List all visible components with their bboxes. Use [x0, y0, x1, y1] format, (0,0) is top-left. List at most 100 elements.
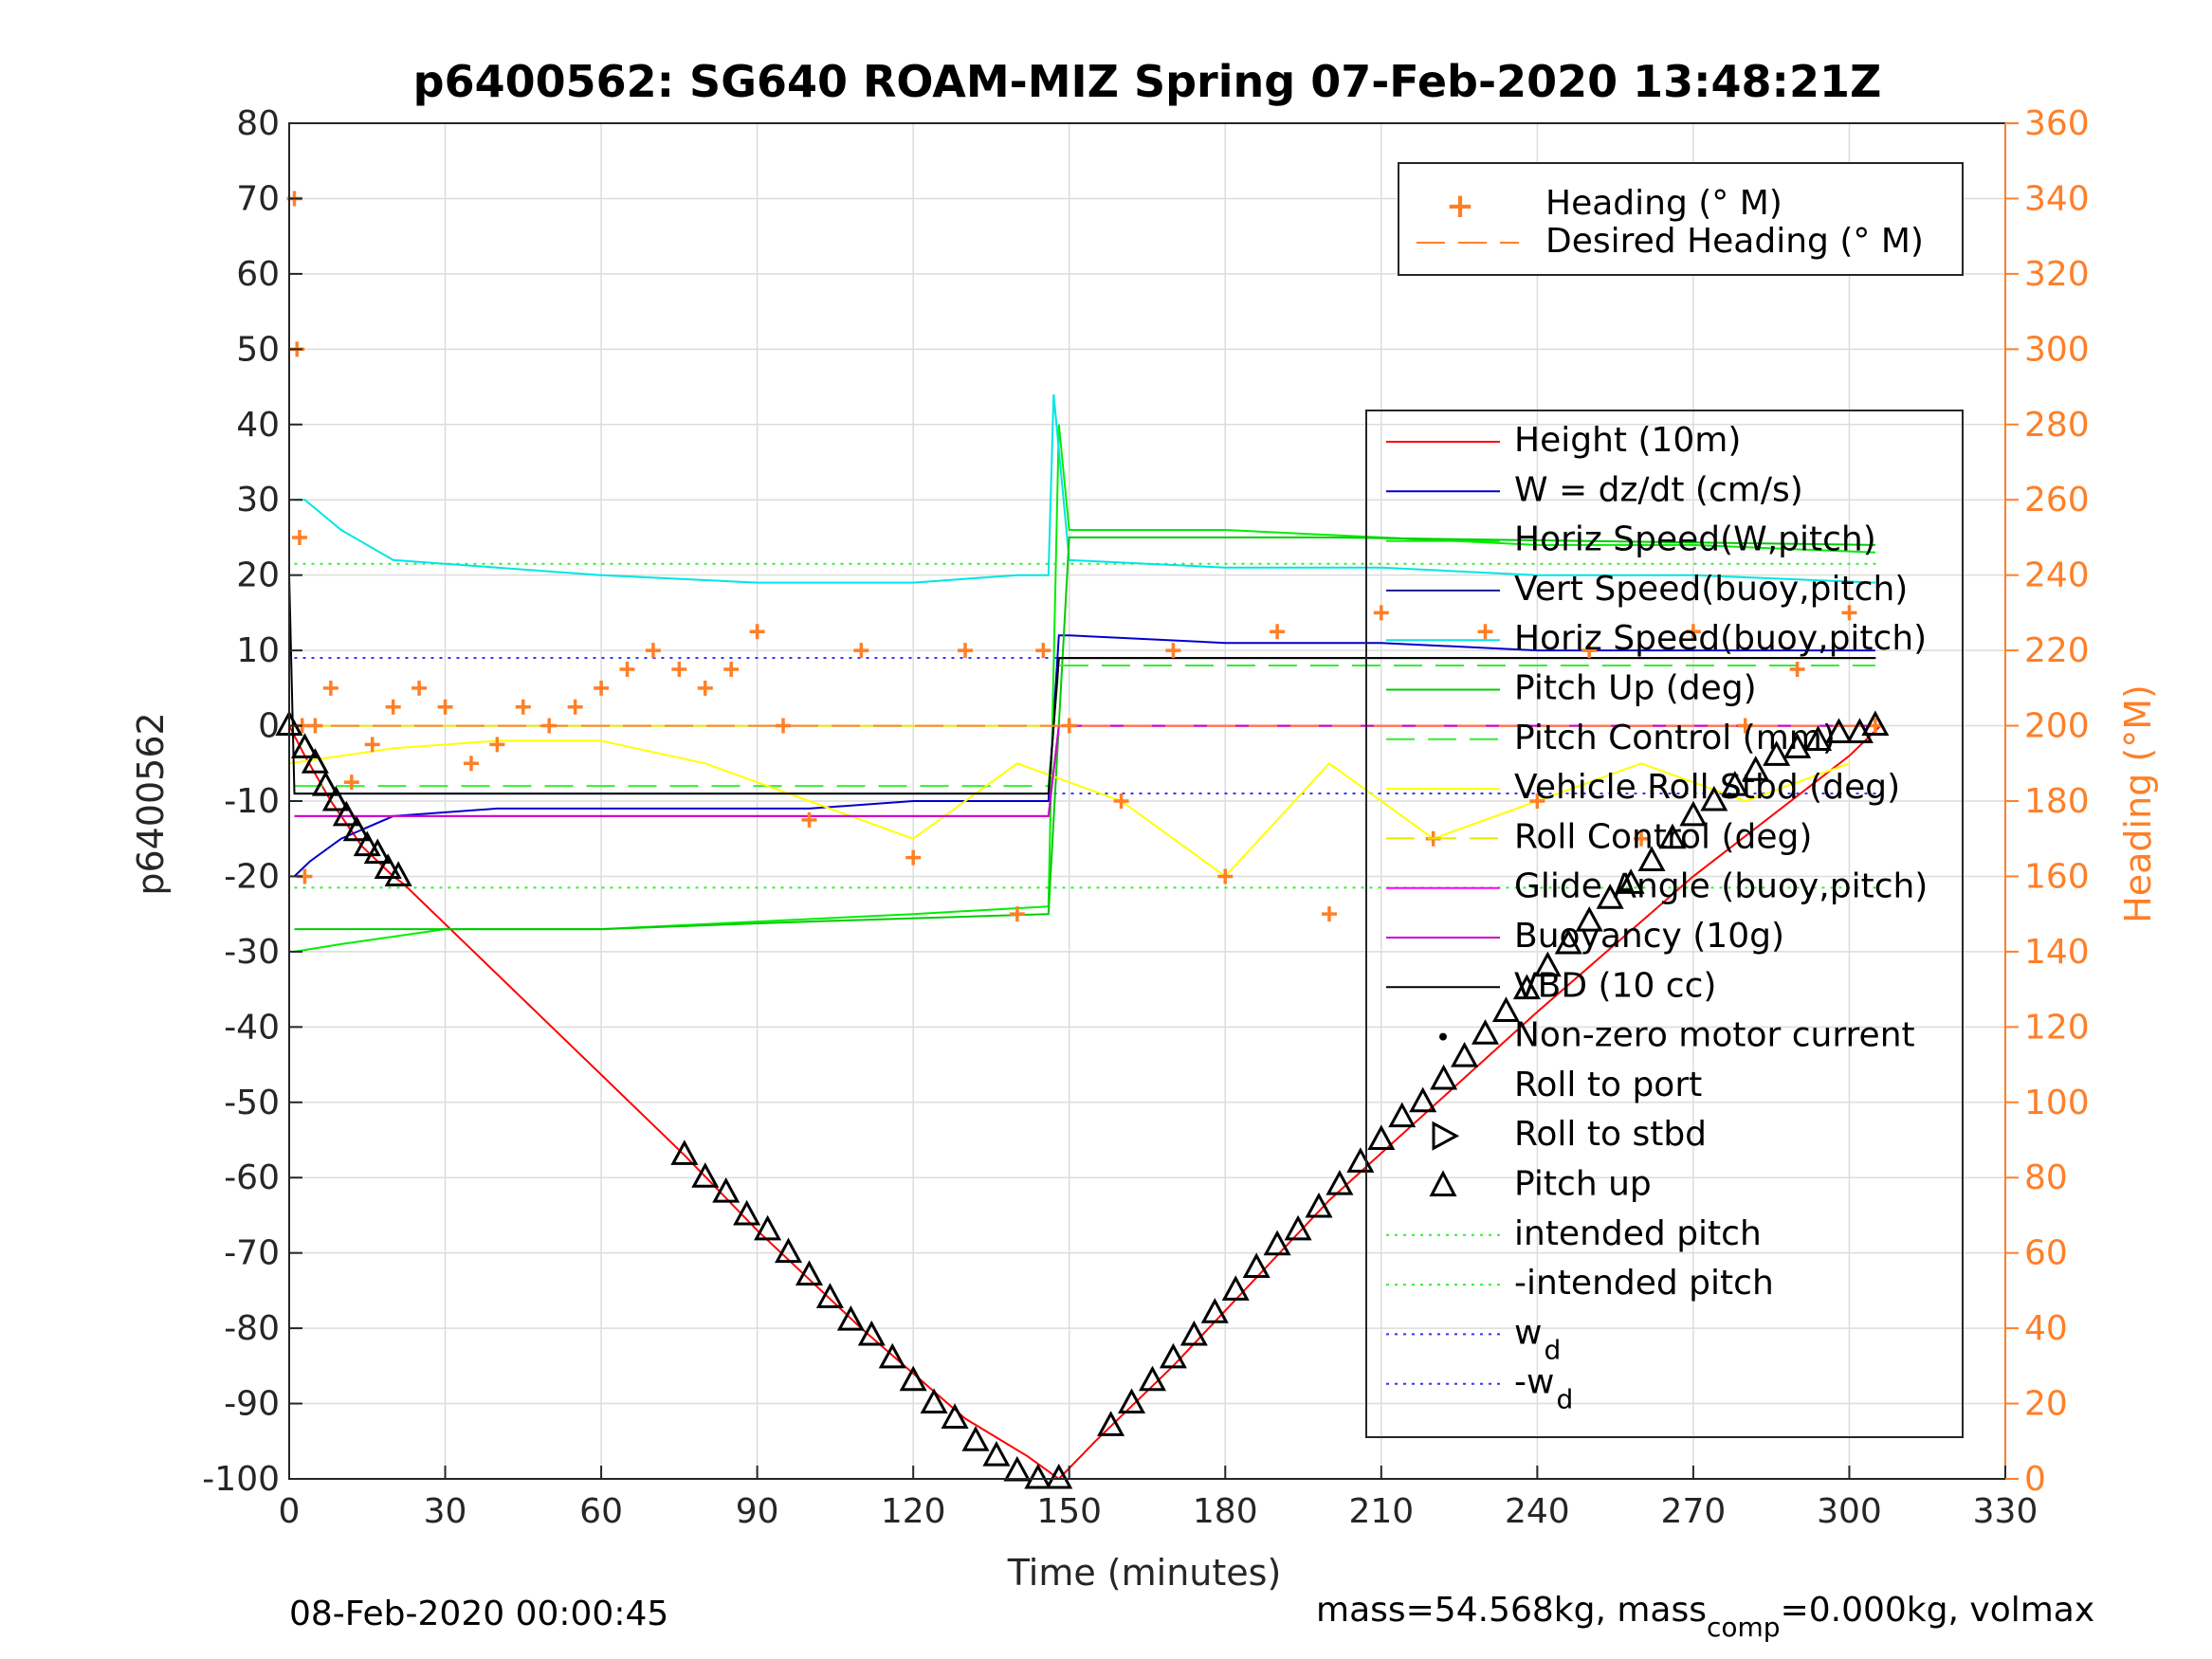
heading-point [1373, 605, 1389, 621]
y2-tick-label: 360 [2024, 104, 2090, 143]
heading-point [343, 775, 359, 791]
pitch-up-marker [1305, 1192, 1333, 1218]
pitch-up-marker [1658, 823, 1687, 849]
y-tick-label: 60 [236, 255, 280, 294]
footer-mass-suffix: =0.000kg, volmax [1781, 1591, 2095, 1630]
pitch-up-marker [1221, 1275, 1250, 1301]
heading-point [1477, 624, 1493, 640]
x-tick-label: 210 [1348, 1492, 1414, 1531]
pitch-up-marker [1388, 1102, 1417, 1128]
heading-point [619, 661, 635, 677]
pitch-up-marker [321, 785, 350, 811]
y2-tick-label: 160 [2024, 857, 2090, 896]
pitch-up-marker [1700, 785, 1728, 811]
pitch-up-marker [1471, 1019, 1500, 1045]
pitch-up-marker [1430, 1064, 1458, 1090]
y-tick-label: -60 [224, 1158, 280, 1197]
pitch-up-marker [1284, 1214, 1312, 1241]
legend-entry-label: W = dz/dt (cm/s) [1514, 470, 1803, 509]
heading-point [322, 680, 338, 696]
pitch-up-marker [1263, 1230, 1291, 1256]
heading-point [463, 756, 479, 772]
heading-layer [286, 191, 1883, 922]
footer-timestamp: 08-Feb-2020 00:00:45 [289, 1595, 668, 1633]
pitch-up-marker [961, 1426, 990, 1451]
pitch-up-marker [982, 1441, 1011, 1467]
series-line [294, 393, 1875, 584]
heading-point [905, 849, 922, 866]
y2-tick-label: 40 [2024, 1309, 2068, 1348]
heading-point [307, 718, 323, 734]
heading-point [645, 643, 661, 659]
ticks: 0 30 60 90 120 150 180 210 240 270 300 330807060504… [202, 104, 2089, 1531]
series-line [288, 739, 1850, 878]
y2-axis-label: Heading (°M) [2117, 684, 2159, 923]
pitch-up-marker [1783, 733, 1812, 758]
y2-tick-label: 80 [2024, 1158, 2068, 1197]
heading-point [291, 529, 307, 545]
pitch-up-marker [1024, 1463, 1052, 1489]
pitch-up-marker [1804, 725, 1833, 751]
pitch-up-marker [1512, 974, 1541, 1000]
legend-lower-box [1365, 410, 1964, 1438]
pitch-up-marker [670, 1139, 699, 1165]
heading-point [489, 737, 505, 753]
legend-heading-plus-icon: + [1446, 187, 1474, 226]
legend-entry-label: Pitch Control (mm) [1514, 719, 1836, 757]
heading-point [1165, 643, 1181, 659]
pitch-up-marker [1617, 868, 1645, 894]
heading-point [1270, 624, 1286, 640]
heading-point [411, 680, 428, 696]
pitch-up-marker [1575, 905, 1603, 932]
pitch-up-marker [754, 1214, 782, 1241]
legend-entry-label: VBD (10 cc) [1514, 966, 1716, 1005]
y2-tick-label: 180 [2024, 782, 2090, 821]
x-tick-label: 60 [579, 1492, 623, 1531]
pitch-up-marker [836, 1305, 865, 1331]
legend-entry-label: Roll to stbd [1514, 1115, 1707, 1154]
heading-point [1061, 718, 1077, 734]
pitch-up-marker [1533, 951, 1562, 977]
y-tick-label: -100 [202, 1460, 280, 1499]
legend-entry-label: Pitch Up (deg) [1514, 669, 1757, 708]
y2-tick-label: 0 [2024, 1460, 2046, 1499]
series-line [294, 536, 1875, 931]
legend-entry-label: Vert Speed(buoy,pitch) [1514, 570, 1908, 609]
pitch-up-marker [1045, 1463, 1073, 1489]
pitch-up-marker [1824, 718, 1854, 743]
heading-point [1737, 718, 1753, 734]
chart-title: p6400562: SG640 ROAM-MIZ Spring 07-Feb-2… [413, 56, 1882, 107]
heading-point [1009, 906, 1025, 922]
legend-triangle-right-icon [1432, 1121, 1460, 1151]
y-tick-label: -30 [224, 933, 280, 972]
y2-tick-label: 60 [2024, 1234, 2068, 1273]
footer-mass-prefix: mass=54.568kg, mass [1316, 1591, 1707, 1630]
y-tick-label: 70 [236, 179, 280, 218]
pitch-up-marker [311, 770, 339, 796]
heading-point [364, 737, 380, 753]
y-tick-label: 40 [236, 406, 280, 445]
heading-point [1113, 793, 1129, 809]
heading-point [1217, 868, 1234, 884]
pitch-up-marker [374, 853, 402, 879]
heading-point [1035, 643, 1051, 659]
heading-point [541, 718, 558, 734]
x-tick-label: 180 [1193, 1492, 1258, 1531]
pitch-up-marker [1097, 1411, 1125, 1436]
pitch-up-marker [342, 815, 371, 842]
pitch-up-marker [1179, 1320, 1208, 1346]
legend-entry-label: Height (10m) [1514, 421, 1741, 460]
heading-point [515, 699, 531, 715]
x-tick-label: 330 [1973, 1492, 2038, 1531]
pitch-up-marker [899, 1365, 927, 1392]
pitch-up-marker [332, 800, 360, 827]
legend-entry-label: w [1514, 1313, 1542, 1352]
y2-tick-label: 300 [2024, 330, 2090, 369]
y-tick-label: 0 [258, 707, 280, 746]
x-tick-label: 300 [1817, 1492, 1882, 1531]
pitch-up-marker [290, 733, 319, 758]
heading-point [1634, 830, 1650, 847]
pitch-up-marker [1325, 1170, 1354, 1195]
x-tick-label: 90 [736, 1492, 779, 1531]
